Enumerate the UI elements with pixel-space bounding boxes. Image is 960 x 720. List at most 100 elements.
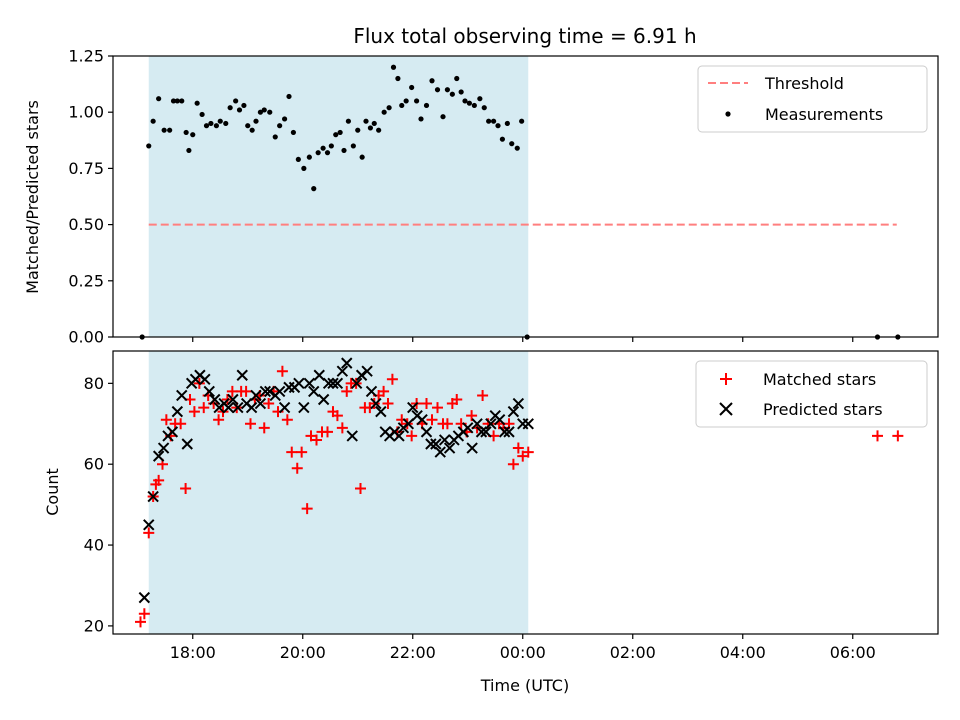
matched-star-point <box>263 398 275 410</box>
predicted-star-point <box>199 373 211 386</box>
measurement-point <box>306 154 312 160</box>
legend-measurements-label: Measurements <box>765 105 883 124</box>
measurement-point <box>509 141 515 147</box>
measurement-point <box>341 147 347 154</box>
measurement-point <box>295 156 301 163</box>
predicted-star-point <box>317 393 330 406</box>
measurement-point <box>359 154 365 160</box>
measurement-point <box>363 118 369 124</box>
y-tick-label: 40 <box>84 536 104 555</box>
predicted-star-point <box>245 401 258 414</box>
measurement-point <box>203 123 210 129</box>
predicted-star-point <box>313 369 325 381</box>
predicted-star-point <box>152 450 165 462</box>
matched-star-point <box>138 608 150 620</box>
measurement-point <box>367 125 373 131</box>
measurement-point <box>486 118 492 124</box>
measurement-point <box>429 78 435 84</box>
predicted-star-point <box>375 405 387 418</box>
predicted-star-point <box>522 418 534 430</box>
measurement-point <box>301 165 307 171</box>
measurement-point <box>414 98 420 104</box>
legend-box-top <box>697 65 928 133</box>
predicted-star-point <box>227 393 239 406</box>
measurement-point <box>194 100 200 106</box>
measurement-point <box>371 120 377 127</box>
predicted-star-point <box>138 591 151 604</box>
axes-frame-bottom <box>112 350 939 635</box>
predicted-star-point <box>420 426 433 438</box>
shaded-interval <box>148 351 529 634</box>
x-tick-label: 02:00 <box>610 643 656 662</box>
predicted-star-point <box>370 397 382 410</box>
matched-star-point <box>426 414 438 426</box>
predicted-star-point <box>466 442 478 454</box>
measurement-point <box>179 98 185 104</box>
measurement-point <box>161 127 167 133</box>
legend-matched-swatch <box>720 373 732 385</box>
predicted-star-point <box>181 438 193 450</box>
matched-star-point <box>368 398 380 410</box>
predicted-star-point <box>331 377 344 390</box>
matched-star-point <box>386 373 398 385</box>
measurement-point <box>399 102 405 109</box>
measurement-point <box>390 64 397 70</box>
predicted-star-point <box>425 438 437 450</box>
x-tick-label: 04:00 <box>720 643 766 662</box>
legend-predicted-label: Predicted stars <box>763 400 883 419</box>
measurement-point <box>434 87 441 93</box>
matched-star-point <box>135 616 146 628</box>
matched-star-point <box>522 446 534 458</box>
measurement-point <box>495 123 501 129</box>
predicted-star-point <box>232 401 244 414</box>
predicted-star-point <box>293 377 305 390</box>
chart-title: Flux total observing time = 6.91 h <box>353 24 696 48</box>
matched-star-point <box>355 482 366 494</box>
predicted-star-point <box>402 418 415 430</box>
x-axis-label: Time (UTC) <box>480 676 569 695</box>
y-ticks-top: 0.00 0.25 0.50 0.75 1.00 1.25 <box>68 47 113 347</box>
x-tick-label: 18:00 <box>170 643 216 662</box>
measurement-point <box>423 102 430 109</box>
predicted-star-point <box>322 377 335 390</box>
measurement-point <box>167 127 173 133</box>
predicted-star-point <box>498 426 511 438</box>
matched-star-point <box>180 482 192 494</box>
measurement-point <box>199 111 205 118</box>
matched-star-point <box>301 503 313 515</box>
measurement-point <box>253 118 259 124</box>
matched-star-point <box>160 414 172 426</box>
predicted-star-point <box>361 365 373 377</box>
matched-star-point <box>341 385 353 397</box>
matched-star-point <box>382 398 394 410</box>
matched-star-point <box>153 474 165 486</box>
predicted-star-point <box>434 446 446 458</box>
matched-star-point <box>322 426 333 438</box>
y-tick-label: 0.25 <box>68 271 104 290</box>
matched-star-point <box>240 385 252 397</box>
y-tick-label: 0.75 <box>68 159 104 178</box>
predicted-star-point <box>250 389 262 402</box>
predicted-star-point <box>341 357 353 369</box>
predicted-star-point <box>236 369 248 381</box>
predicted-star-point <box>507 405 520 418</box>
legend-matched-label: Matched stars <box>763 370 876 389</box>
measurement-point <box>386 105 392 111</box>
measurement-point <box>261 107 267 113</box>
y-axis-label-bottom: Count <box>43 468 62 516</box>
y-tick-label: 20 <box>84 616 104 635</box>
predicted-star-point <box>365 385 378 398</box>
matched-star-point <box>477 389 489 401</box>
x-tick-label: 22:00 <box>390 643 436 662</box>
measurement-point <box>170 98 177 104</box>
matched-star-point <box>892 430 904 442</box>
matched-star-point <box>331 410 343 422</box>
predicted-star-point <box>259 385 272 398</box>
matched-star-point <box>406 430 418 442</box>
measurement-point <box>286 93 292 100</box>
measurement-point <box>403 98 409 104</box>
legend-threshold-label: Threshold <box>764 74 844 93</box>
measurement-point <box>257 109 263 115</box>
predicted-star-point <box>273 385 286 398</box>
